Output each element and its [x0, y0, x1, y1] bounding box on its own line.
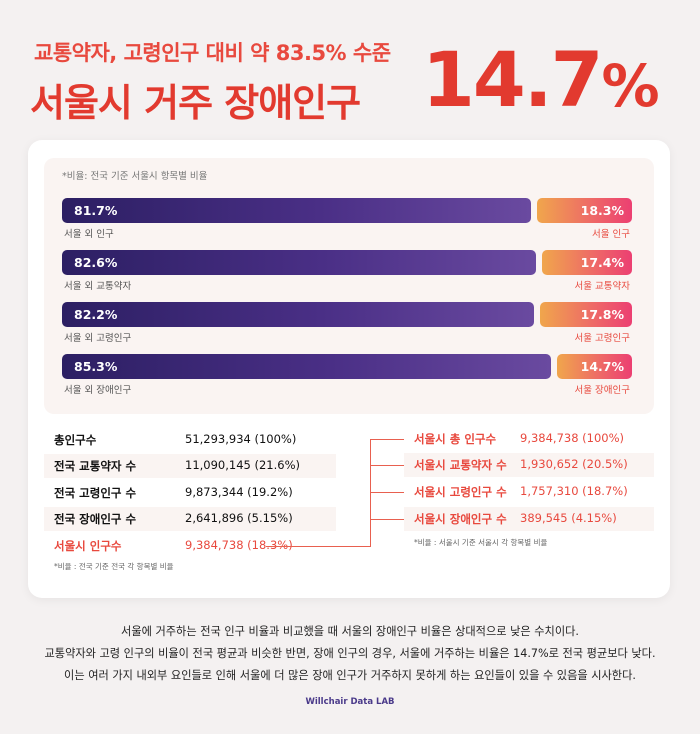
row-label: 전국 장애인구 수 [54, 512, 137, 526]
bar-segment-outside-seoul: 85.3% [62, 354, 552, 379]
headline-subtitle: 교통약자, 고령인구 대비 약 83.5% 수준 [34, 41, 391, 65]
headline-big-value: 14.7% [422, 42, 660, 120]
bar-value-label: 81.7% [74, 203, 118, 218]
seoul-row-disabled: 서울시 장애인구 수 389,545 (4.15%) [404, 507, 654, 531]
row-label: 전국 고령인구 수 [54, 486, 137, 500]
bar-row: 82.2% 17.8% 서울 외 고령인구 서울 고령인구 [62, 302, 632, 346]
bar-category-label: 서울 장애인구 [574, 385, 630, 396]
bar-value-label: 18.3% [580, 203, 624, 218]
connector-line [370, 439, 404, 441]
body-paragraph: 서울에 거주하는 전국 인구 비율과 비교했을 때 서울의 장애인구 비율은 상… [0, 621, 700, 687]
bar-segment-outside-seoul: 81.7% [62, 198, 531, 223]
bar-value-label: 82.6% [74, 255, 118, 270]
row-label: 서울시 교통약자 수 [414, 458, 507, 472]
bar-category-label: 서울 외 장애인구 [64, 385, 132, 396]
connector-line [266, 546, 370, 548]
footer-brand: Willchair Data LAB [305, 697, 395, 707]
body-line: 교통약자와 고령 인구의 비율이 전국 평균과 비슷한 반면, 장애 인구의 경… [44, 647, 656, 660]
row-label: 총인구수 [54, 433, 97, 447]
bar-segment-seoul: 17.8% [539, 302, 632, 327]
bar-category-label: 서울 외 고령인구 [64, 333, 132, 344]
row-value: 389,545 (4.15%) [520, 511, 617, 525]
connector-line [370, 465, 404, 467]
row-label: 서울시 고령인구 수 [414, 485, 507, 499]
seoul-table-note: *비율 : 서울시 기준 서울시 각 항목별 비율 [414, 538, 548, 547]
bar-segment-outside-seoul: 82.6% [62, 250, 536, 275]
row-value: 2,641,896 (5.15%) [185, 511, 293, 525]
row-label: 서울시 장애인구 수 [414, 512, 507, 526]
national-row-disabled: 전국 장애인구 수 2,641,896 (5.15%) [44, 507, 336, 531]
row-value: 51,293,934 (100%) [185, 432, 297, 446]
bar-category-label: 서울 인구 [592, 229, 630, 240]
bar-value-label: 17.4% [580, 255, 624, 270]
row-value: 1,930,652 (20.5%) [520, 457, 628, 471]
connector-line [370, 492, 404, 494]
seoul-row-total: 서울시 총 인구수 9,384,738 (100%) [404, 427, 654, 451]
seoul-row-mobility: 서울시 교통약자 수 1,930,652 (20.5%) [404, 453, 654, 477]
bar-category-label: 서울 교통약자 [574, 281, 630, 292]
bar-value-label: 82.2% [74, 307, 118, 322]
national-table-note: *비율 : 전국 기준 전국 각 항목별 비율 [54, 562, 174, 571]
bar-row: 85.3% 14.7% 서울 외 장애인구 서울 장애인구 [62, 354, 632, 398]
bar-category-label: 서울 고령인구 [574, 333, 630, 344]
bar-row: 81.7% 18.3% 서울 외 인구 서울 인구 [62, 198, 632, 242]
bar-segment-seoul: 14.7% [557, 354, 632, 379]
row-value: 9,384,738 (100%) [520, 431, 625, 445]
bar-segment-outside-seoul: 82.2% [62, 302, 534, 327]
body-line: 이는 여러 가지 내외부 요인들로 인해 서울에 더 많은 장애 인구가 거주하… [64, 669, 636, 682]
connector-line [370, 519, 404, 521]
bar-segment-seoul: 18.3% [536, 198, 632, 223]
row-label: 전국 교통약자 수 [54, 459, 137, 473]
row-value: 9,873,344 (19.2%) [185, 485, 293, 499]
bar-segment-seoul: 17.4% [541, 250, 632, 275]
row-value: 11,090,145 (21.6%) [185, 458, 301, 472]
bar-value-label: 85.3% [74, 359, 118, 374]
body-line: 서울에 거주하는 전국 인구 비율과 비교했을 때 서울의 장애인구 비율은 상… [121, 625, 579, 638]
seoul-row-elderly: 서울시 고령인구 수 1,757,310 (18.7%) [404, 480, 654, 504]
headline-title: 서울시 거주 장애인구 [30, 81, 361, 125]
bar-chart-note: *비율: 전국 기준 서울시 항목별 비율 [62, 171, 208, 182]
big-value-unit: % [601, 52, 660, 120]
bar-value-label: 14.7% [580, 359, 624, 374]
national-row-seoul: 서울시 인구수 9,384,738 (18.3%) [44, 534, 336, 558]
national-row-mobility: 전국 교통약자 수 11,090,145 (21.6%) [44, 454, 336, 478]
bar-chart: *비율: 전국 기준 서울시 항목별 비율 81.7% 18.3% 서울 외 인구 서… [44, 158, 654, 414]
bar-category-label: 서울 외 인구 [64, 229, 114, 240]
info-card: *비율: 전국 기준 서울시 항목별 비율 81.7% 18.3% 서울 외 인구 서… [28, 140, 670, 598]
bar-value-label: 17.8% [580, 307, 624, 322]
row-label: 서울시 인구수 [54, 539, 122, 553]
row-label: 서울시 총 인구수 [414, 432, 497, 446]
big-value-number: 14.7 [422, 35, 604, 124]
bar-category-label: 서울 외 교통약자 [64, 281, 132, 292]
row-value: 9,384,738 (18.3%) [185, 538, 293, 552]
row-value: 1,757,310 (18.7%) [520, 484, 628, 498]
national-row-elderly: 전국 고령인구 수 9,873,344 (19.2%) [44, 481, 336, 505]
bar-row: 82.6% 17.4% 서울 외 교통약자 서울 교통약자 [62, 250, 632, 294]
national-row-total: 총인구수 51,293,934 (100%) [44, 428, 336, 452]
